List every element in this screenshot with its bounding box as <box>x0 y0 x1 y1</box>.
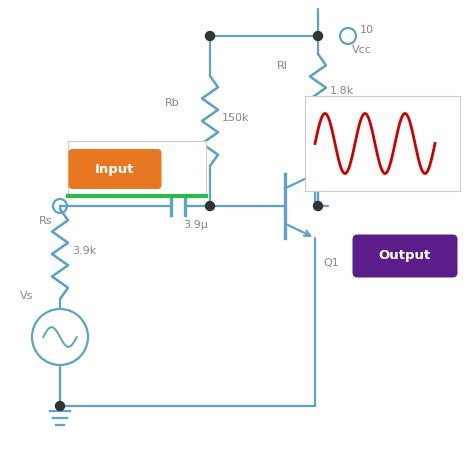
Circle shape <box>313 31 322 40</box>
Circle shape <box>55 401 64 410</box>
Text: 1.8k: 1.8k <box>330 86 354 96</box>
Text: Rb: Rb <box>165 98 180 108</box>
FancyBboxPatch shape <box>69 149 162 189</box>
Text: Q1: Q1 <box>323 258 339 268</box>
Circle shape <box>313 201 322 210</box>
Circle shape <box>206 31 215 40</box>
FancyBboxPatch shape <box>305 96 460 191</box>
Text: Vs: Vs <box>20 291 33 301</box>
FancyBboxPatch shape <box>68 141 206 196</box>
Text: Output: Output <box>379 249 431 263</box>
Text: 10: 10 <box>360 25 374 35</box>
Circle shape <box>206 201 215 210</box>
Text: 3.9k: 3.9k <box>72 246 96 256</box>
Text: Input: Input <box>95 163 135 175</box>
Text: Rl: Rl <box>277 61 288 71</box>
Text: 150k: 150k <box>222 113 249 123</box>
Text: Rs: Rs <box>38 216 52 226</box>
Text: 3.9μ: 3.9μ <box>183 220 208 230</box>
Text: Vcc: Vcc <box>352 45 372 55</box>
Text: C1: C1 <box>165 176 181 186</box>
FancyBboxPatch shape <box>353 235 457 277</box>
